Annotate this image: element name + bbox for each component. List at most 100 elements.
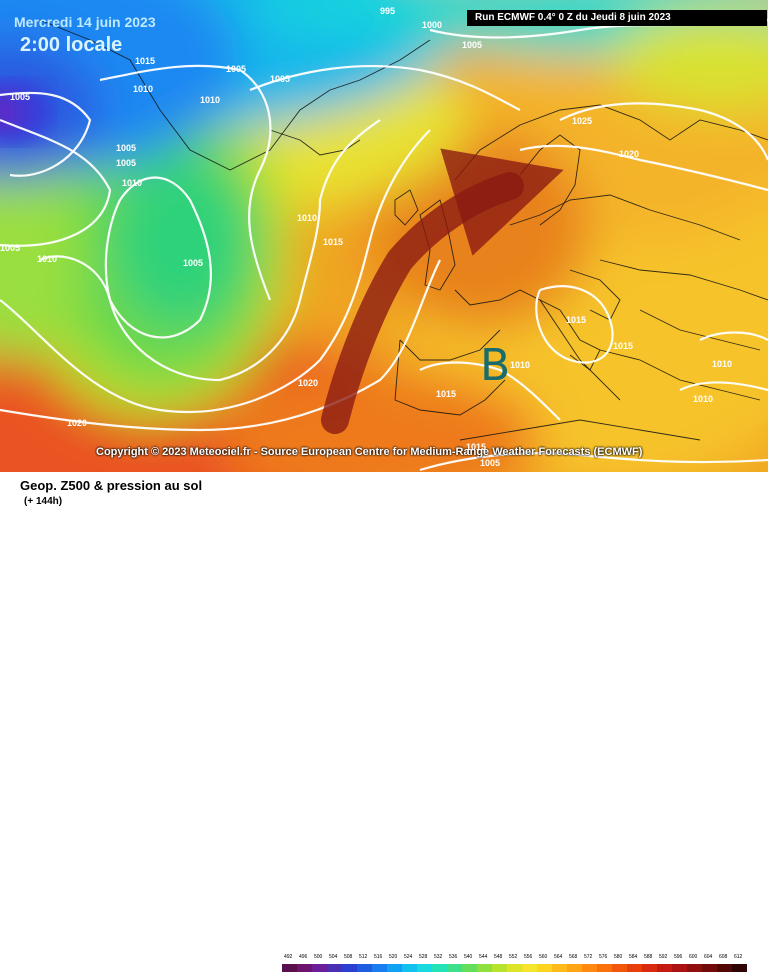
pressure-label: 1005	[116, 143, 136, 153]
pressure-label: 1020	[619, 149, 639, 159]
legend-tick-label: 508	[344, 954, 352, 960]
pressure-label: 1000	[422, 20, 442, 30]
pressure-label: 1015	[566, 315, 586, 325]
legend-swatch	[642, 964, 657, 972]
legend-swatch	[357, 964, 372, 972]
pressure-label: 995	[380, 6, 395, 16]
legend-tick-label: 492	[284, 954, 292, 960]
legend-swatch	[657, 964, 672, 972]
legend-tick-label: 540	[464, 954, 472, 960]
legend-tick-label: 572	[584, 954, 592, 960]
pressure-label: 1005	[270, 74, 290, 84]
pressure-label: 1020	[298, 378, 318, 388]
pressure-label: 1015	[466, 442, 486, 452]
pressure-label: 1010	[37, 254, 57, 264]
pressure-label: 1015	[613, 341, 633, 351]
legend-swatch	[492, 964, 507, 972]
legend-swatch	[447, 964, 462, 972]
legend-swatch	[582, 964, 597, 972]
pressure-label: 1015	[323, 237, 343, 247]
legend-tick-label: 528	[419, 954, 427, 960]
legend-swatch	[612, 964, 627, 972]
legend-tick-label: 608	[719, 954, 727, 960]
legend-tick-label: 504	[329, 954, 337, 960]
legend-swatch	[462, 964, 477, 972]
legend-tick-label: 612	[734, 954, 742, 960]
legend-swatch	[567, 964, 582, 972]
legend-swatch	[342, 964, 357, 972]
run-info: Run ECMWF 0.4° 0 Z du Jeudi 8 juin 2023	[467, 10, 767, 26]
legend-tick-label: 588	[644, 954, 652, 960]
legend-tick-label: 604	[704, 954, 712, 960]
legend-tick-label: 524	[404, 954, 412, 960]
legend-tick-label: 556	[524, 954, 532, 960]
legend-tick-label: 520	[389, 954, 397, 960]
legend-swatch	[552, 964, 567, 972]
legend-swatch	[522, 964, 537, 972]
legend-swatch	[282, 964, 297, 972]
legend-swatch	[432, 964, 447, 972]
legend-tick-label: 600	[689, 954, 697, 960]
legend-tick-label: 536	[449, 954, 457, 960]
forecast-date: Mercredi 14 juin 2023	[14, 14, 156, 30]
pressure-label: 1005	[226, 64, 246, 74]
low-pressure-marker: B	[480, 340, 510, 391]
legend-tick-label: 560	[539, 954, 547, 960]
legend-swatch	[477, 964, 492, 972]
pressure-label: 1010	[122, 178, 142, 188]
forecast-map: Mercredi 14 juin 2023 2:00 locale Run EC…	[0, 0, 768, 472]
legend-swatch	[717, 964, 732, 972]
legend-swatch	[702, 964, 717, 972]
legend-tick-label: 592	[659, 954, 667, 960]
pressure-label: 1015	[135, 56, 155, 66]
forecast-time: 2:00 locale	[20, 34, 122, 57]
legend-swatch	[507, 964, 522, 972]
legend-tick-label: 580	[614, 954, 622, 960]
legend-tick-label: 584	[629, 954, 637, 960]
map-footer: Geop. Z500 & pression au sol (+ 144h) 49…	[0, 472, 768, 512]
pressure-label: 1015	[436, 389, 456, 399]
legend-tick-label: 512	[359, 954, 367, 960]
legend-tick-label: 516	[374, 954, 382, 960]
forecast-offset: (+ 144h)	[24, 496, 62, 507]
legend-swatch	[537, 964, 552, 972]
copyright-text: Copyright © 2023 Meteociel.fr - Source E…	[96, 446, 642, 458]
legend-tick-label: 576	[599, 954, 607, 960]
pressure-label: 1010	[200, 95, 220, 105]
legend-tick-label: 596	[674, 954, 682, 960]
pressure-label: 1010	[133, 84, 153, 94]
legend-swatch	[417, 964, 432, 972]
pressure-label: 1005	[462, 40, 482, 50]
pressure-label: 1010	[712, 359, 732, 369]
pressure-label: 1005	[183, 258, 203, 268]
legend-swatch	[597, 964, 612, 972]
pressure-label: 1005	[480, 458, 500, 468]
legend-tick-label: 564	[554, 954, 562, 960]
legend-swatch	[687, 964, 702, 972]
legend-swatch	[627, 964, 642, 972]
legend-swatch	[372, 964, 387, 972]
pressure-label: 1010	[510, 360, 530, 370]
legend-swatch	[297, 964, 312, 972]
legend-tick-label: 500	[314, 954, 322, 960]
legend-tick-label: 568	[569, 954, 577, 960]
pressure-label: 1005	[116, 158, 136, 168]
legend-swatch	[312, 964, 327, 972]
legend-tick-label: 548	[494, 954, 502, 960]
legend-swatch	[732, 964, 747, 972]
pressure-label: 1010	[693, 394, 713, 404]
color-scale-legend: 492 496 500 504 508 512 516 520 524 528 532 536 540 5…	[282, 954, 752, 972]
legend-swatch	[402, 964, 417, 972]
pressure-label: 1010	[297, 213, 317, 223]
legend-swatch	[327, 964, 342, 972]
legend-swatch	[672, 964, 687, 972]
pressure-label: 1020	[67, 418, 87, 428]
map-title: Geop. Z500 & pression au sol	[20, 478, 202, 493]
pressure-label: 1005	[10, 92, 30, 102]
legend-tick-label: 532	[434, 954, 442, 960]
legend-tick-label: 544	[479, 954, 487, 960]
pressure-label: 1005	[0, 243, 20, 253]
legend-tick-label: 552	[509, 954, 517, 960]
map-canvas	[0, 0, 768, 472]
pressure-label: 1025	[572, 116, 592, 126]
